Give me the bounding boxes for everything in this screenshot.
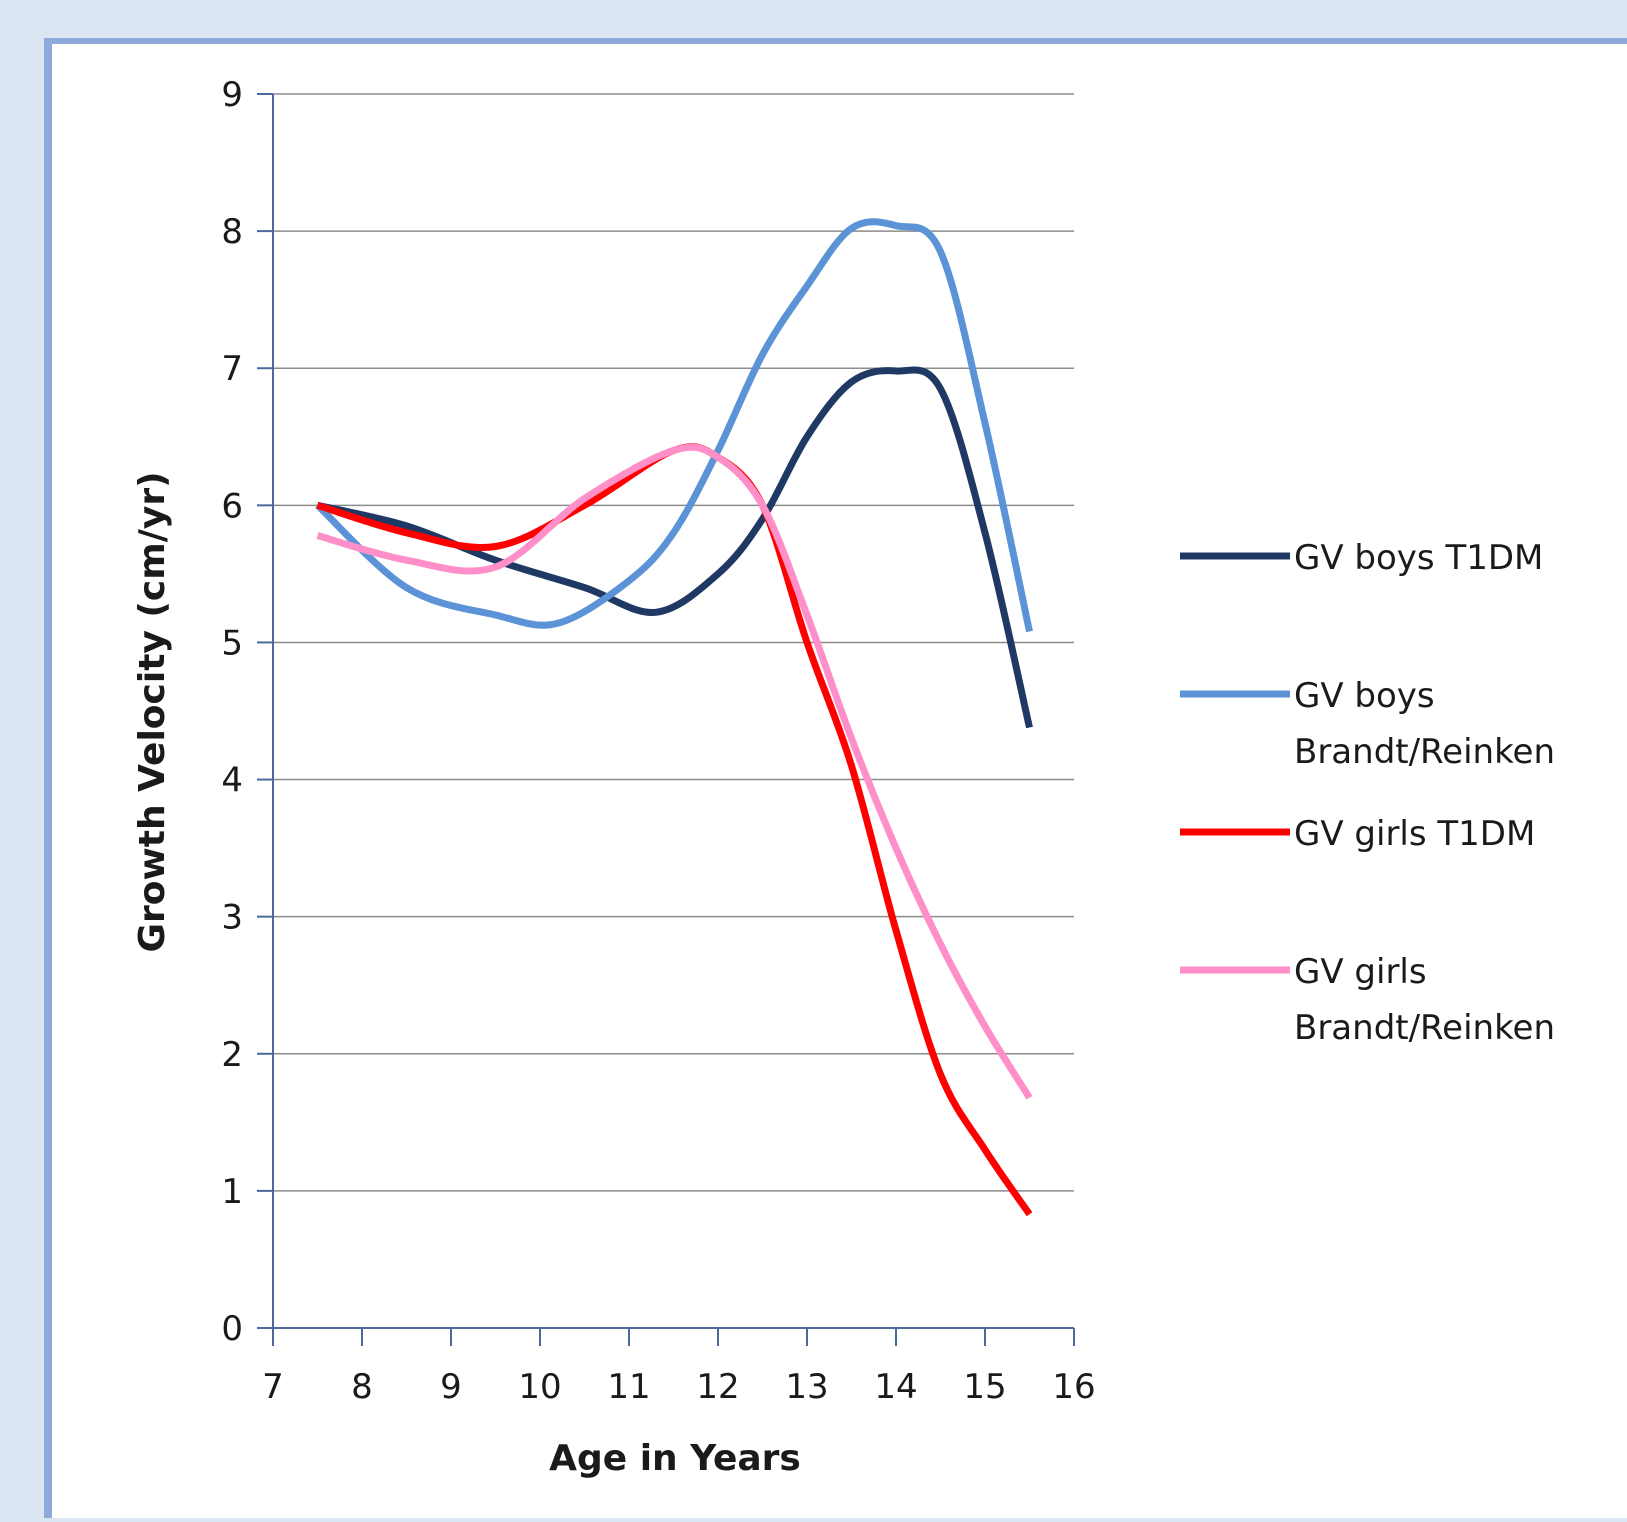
- series-line-1: [316, 366, 1033, 729]
- legend-label-4: GV girls: [1294, 952, 1427, 992]
- x-axis-title: Age in Years: [549, 1438, 801, 1479]
- x-tick-label: 11: [607, 1367, 650, 1407]
- legend-label-2: Brandt/Reinken: [1294, 732, 1555, 772]
- legend: GV boys T1DM GV boys Brandt/Reinken GV girl…: [1180, 538, 1555, 1048]
- x-tick-label: 16: [1052, 1367, 1095, 1407]
- axes: [257, 93, 1075, 1346]
- y-axis-title: Growth Velocity (cm/yr): [132, 471, 173, 952]
- x-tick-label: 7: [262, 1367, 284, 1407]
- x-tick-label: 14: [874, 1367, 917, 1407]
- legend-label-1: GV boys T1DM: [1294, 538, 1543, 578]
- series-line-4: [316, 443, 1033, 1100]
- y-tick-label: 1: [221, 1172, 243, 1212]
- x-tick-label: 13: [785, 1367, 828, 1407]
- y-tick-label: 0: [221, 1309, 243, 1349]
- y-tick-label: 5: [221, 623, 243, 663]
- legend-label-3: GV girls T1DM: [1294, 814, 1535, 854]
- legend-label-2: GV boys: [1294, 676, 1435, 716]
- x-tick-label: 9: [440, 1367, 462, 1407]
- chart-panel: [52, 44, 1627, 1522]
- x-tick-label: 12: [696, 1367, 739, 1407]
- x-tick-label: 10: [518, 1367, 561, 1407]
- y-tick-label: 4: [221, 761, 243, 801]
- y-tick-label: 9: [221, 75, 243, 115]
- y-tick-label: 6: [221, 486, 243, 526]
- x-tick-label: 15: [963, 1367, 1006, 1407]
- legend-label-4: Brandt/Reinken: [1294, 1008, 1555, 1048]
- y-tick-label: 2: [221, 1035, 243, 1075]
- x-tick-label: 8: [351, 1367, 373, 1407]
- y-tick-label: 8: [221, 212, 243, 252]
- gridlines: [273, 93, 1074, 1192]
- y-tick-label: 3: [221, 898, 243, 938]
- data-series: [315, 218, 1033, 1217]
- series-line-3: [316, 443, 1033, 1217]
- y-tick-label: 7: [221, 349, 243, 389]
- series-line-2: [315, 218, 1033, 633]
